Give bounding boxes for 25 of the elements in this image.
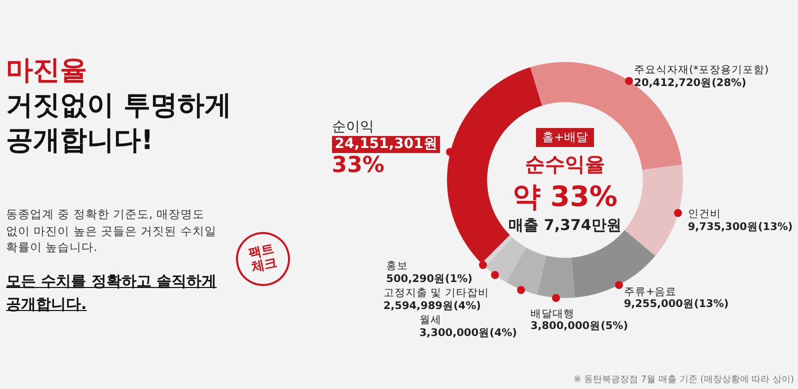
text: 매출 7,374만원 <box>508 216 622 234</box>
data-label: 20,412,720원(28%) <box>634 76 746 89</box>
slice-label: 순이익 <box>332 119 374 136</box>
data-label: 9,735,300원(13%) <box>688 220 793 232</box>
text: 홀+배달 <box>536 128 594 146</box>
data-label: 2,594,989원(4%) <box>383 300 481 312</box>
text: 거짓없이 투명하게 공개합니다! <box>6 89 232 158</box>
data-label: 9,255,000원(13%) <box>624 298 729 310</box>
data-label: 24,151,301원 33% <box>332 136 438 180</box>
slice-label: 주요식자재(*포장용기포함) <box>634 64 769 76</box>
slice-label: 홍보 <box>386 260 408 272</box>
data-label: 3,800,000원(5%) <box>530 320 628 332</box>
data-label: 500,290원(1%) <box>386 272 472 284</box>
text: 동종업계 중 정확한 기준도, 매장명도 없이 마진이 높은 곳들은 거짓된 수치일 확률이 높습니다. <box>6 206 218 256</box>
text: 마진율 <box>6 54 87 88</box>
text: 모든 수치를 정확하고 솔직하게 공개합니다. <box>6 271 218 314</box>
data-label: 3,300,000원(4%) <box>419 326 517 338</box>
slice-label: 배달대행 <box>530 308 574 320</box>
slice-label: 월세 <box>419 314 442 326</box>
text: ※ 동탄북광장점 7월 매출 기준 (매장상황에 따라 상이) <box>572 374 794 386</box>
slice-label: 고정지출 및 기타잡비 <box>383 286 490 299</box>
text: 약 33% <box>512 178 618 214</box>
slice-label: 주류+음료 <box>624 286 677 298</box>
text: 순수익율 <box>524 150 606 178</box>
slice-label: 인건비 <box>688 208 721 220</box>
